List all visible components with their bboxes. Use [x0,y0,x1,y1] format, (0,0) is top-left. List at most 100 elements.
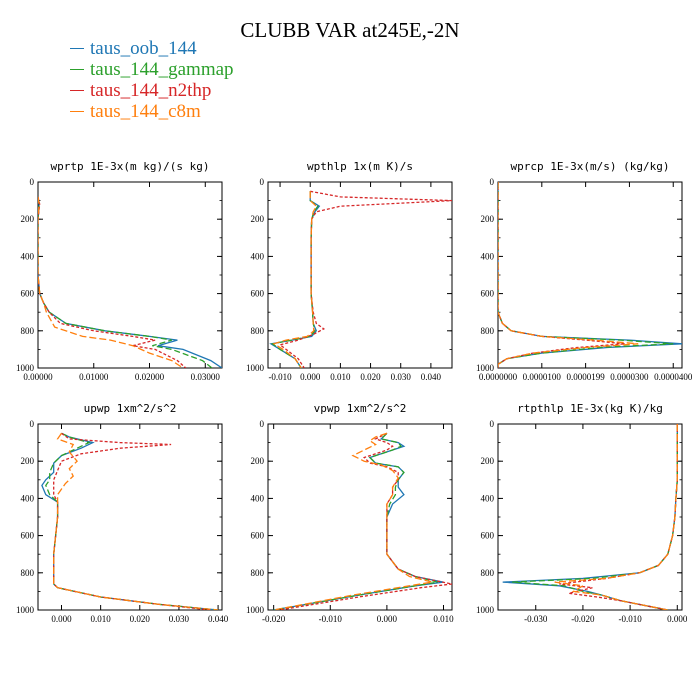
y-tick-label: 600 [481,289,495,299]
panel-title: upwp 1xm^2/s^2 [84,402,177,415]
x-tick-label: 0.0000400 [654,372,693,382]
series-line-taus-144-gammap [498,182,674,368]
y-tick-label: 600 [251,531,265,541]
y-tick-label: 0 [490,177,495,187]
legend-item-taus-144-n2thp: taus_144_n2thp [70,80,234,101]
legend: taus_oob_144 taus_144_gammap taus_144_n2… [70,38,234,122]
x-tick-label: 0.010 [433,614,454,624]
y-tick-label: 600 [21,289,35,299]
x-tick-label: 0.010 [91,614,112,624]
x-tick-label: 0.030 [169,614,190,624]
x-tick-label: 0.00000 [23,372,53,382]
plot-frame [37,423,223,611]
legend-item-taus-144-c8m: taus_144_c8m [70,101,234,122]
x-tick-label: 0.0000199 [566,372,605,382]
y-tick-label: 400 [251,251,265,261]
y-tick-label: 400 [251,493,265,503]
figure-title: CLUBB VAR at245E,-2N [240,18,460,42]
x-tick-label: 0.000 [51,614,72,624]
x-tick-label: -0.010 [618,614,642,624]
y-tick-label: 1000 [246,605,265,615]
plot-frame [37,181,223,369]
x-tick-label: 0.030 [391,372,412,382]
x-tick-label: 0.040 [208,614,229,624]
panel-title: vpwp 1xm^2/s^2 [314,402,407,415]
series-line-taus-144-gammap [38,196,213,368]
y-tick-label: 0 [490,419,495,429]
series-line-taus-144-n2thp [559,424,678,610]
legend-item-taus-oob-144: taus_oob_144 [70,38,234,59]
x-tick-label: 0.040 [421,372,442,382]
series-line-taus-144-c8m [498,182,639,368]
y-tick-label: 0 [260,419,265,429]
y-tick-label: 400 [21,493,35,503]
x-tick-label: 0.0000300 [610,372,649,382]
series-line-taus-144-c8m [273,432,433,610]
y-tick-label: 400 [21,251,35,261]
y-tick-label: 1000 [246,363,265,373]
y-tick-label: 600 [21,531,35,541]
y-tick-label: 400 [481,251,495,261]
series-line-taus-oob-144 [273,432,444,610]
series-line-taus-144-c8m [53,432,219,610]
y-tick-label: 600 [481,531,495,541]
series-line-taus-144-n2thp [498,182,626,368]
series-line-taus-144-gammap [273,432,438,610]
x-tick-label: 0.0000100 [523,372,562,382]
y-tick-label: 200 [481,456,495,466]
y-tick-label: 200 [251,214,265,224]
panel-title: wpthlp 1x(m K)/s [307,160,413,173]
legend-swatch [70,48,84,49]
x-tick-label: -0.030 [524,614,548,624]
y-tick-label: 400 [481,493,495,503]
y-tick-label: 200 [251,456,265,466]
y-tick-label: 600 [251,289,265,299]
x-tick-label: 0.010 [330,372,351,382]
y-tick-label: 800 [251,568,265,578]
series-line-taus-144-gammap [512,424,678,610]
x-tick-label: -0.010 [268,372,292,382]
y-tick-label: 0 [30,419,35,429]
y-tick-label: 200 [21,456,35,466]
x-tick-label: 0.02000 [135,372,165,382]
legend-swatch [70,111,84,112]
y-tick-label: 200 [481,214,495,224]
y-tick-label: 0 [260,177,265,187]
series-line-taus-144-n2thp [279,432,452,610]
series-line-taus-oob-144 [502,424,678,610]
legend-label: taus_144_c8m [90,101,201,122]
x-tick-label: -0.010 [319,614,343,624]
y-tick-label: 800 [481,326,495,336]
x-tick-label: -0.020 [262,614,286,624]
legend-item-taus-144-gammap: taus_144_gammap [70,59,234,80]
y-tick-label: 1000 [16,605,35,615]
y-tick-label: 1000 [476,363,495,373]
series-line-taus-144-c8m [554,424,678,610]
legend-swatch [70,90,84,91]
series-line-taus-oob-144 [38,196,222,368]
legend-label: taus_144_gammap [90,59,234,80]
y-tick-label: 0 [30,177,35,187]
y-tick-label: 800 [481,568,495,578]
y-tick-label: 200 [21,214,35,224]
series-line-taus-oob-144 [41,432,219,610]
panel-title: wprcp 1E-3x(m/s) (kg/kg) [511,160,670,173]
series-line-taus-144-c8m [272,191,318,368]
series-line-taus-144-n2thp [278,190,452,368]
x-tick-label: 0.01000 [79,372,109,382]
series-line-taus-144-c8m [38,196,184,368]
y-tick-label: 800 [251,326,265,336]
legend-label: taus_oob_144 [90,38,197,59]
x-tick-label: 0.03000 [191,372,221,382]
x-tick-label: 0.000 [667,614,688,624]
y-tick-label: 800 [21,568,35,578]
series-line-taus-144-gammap [45,432,219,610]
x-tick-label: 0.000 [300,372,321,382]
panel-title: wprtp 1E-3x(m kg)/(s kg) [51,160,210,173]
legend-label: taus_144_n2thp [90,80,212,101]
x-tick-label: -0.020 [571,614,595,624]
panel-title: rtpthlp 1E-3x(kg K)/kg [517,402,663,415]
y-tick-label: 1000 [16,363,35,373]
legend-swatch [70,69,84,70]
